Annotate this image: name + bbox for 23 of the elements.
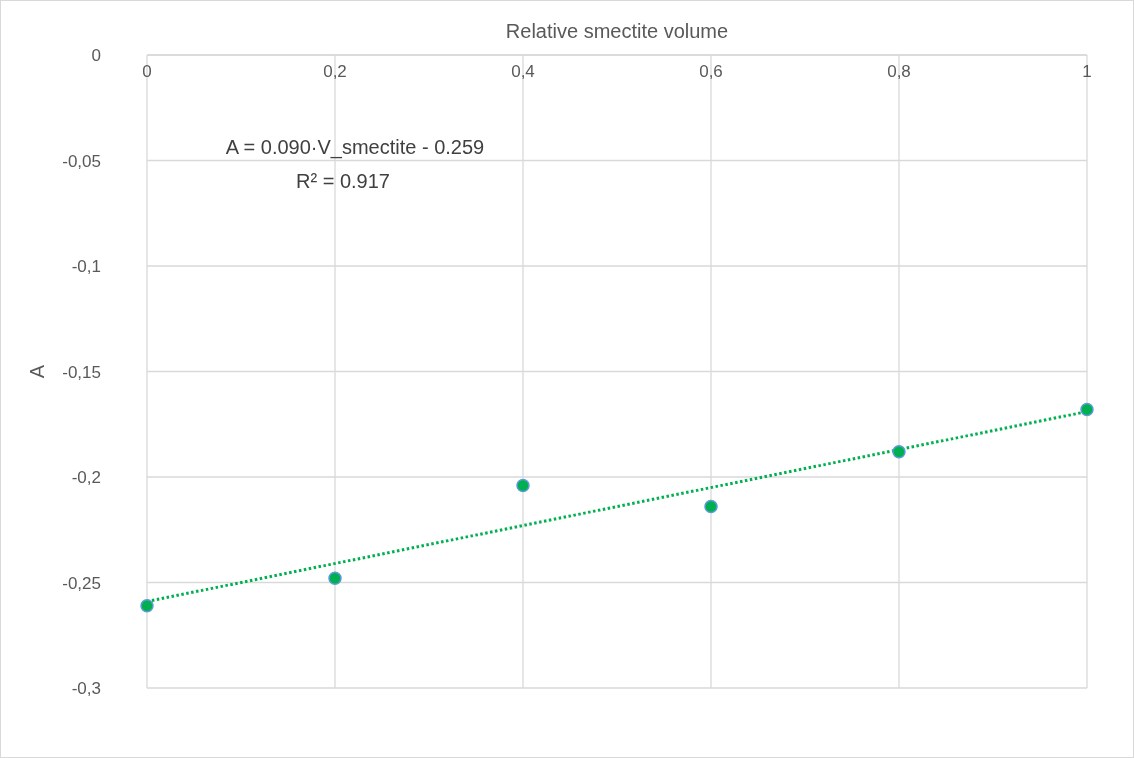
point: [516, 478, 530, 493]
point: [1080, 402, 1094, 417]
x-tick-label: 0,4: [511, 62, 535, 81]
y-axis-title: A: [26, 364, 48, 379]
point: [704, 499, 718, 514]
x-tick-label: 0: [142, 62, 152, 81]
x-tick-label: 1: [1082, 62, 1092, 81]
y-tick-label: -0,25: [62, 573, 101, 593]
y-tick-label: 0: [91, 46, 101, 65]
y-tick-label: -0,3: [71, 679, 101, 698]
x-tick-label: 0,6: [699, 62, 723, 81]
point: [892, 444, 906, 459]
point: [140, 598, 154, 613]
y-tick-label: -0,2: [71, 468, 101, 487]
x-tick-label: 0,8: [887, 62, 911, 81]
y-tick-label: -0,05: [62, 151, 101, 171]
x-axis-title: Relative smectite volume: [505, 20, 729, 42]
x-tick-label: 0,2: [323, 62, 347, 81]
annotation: A = 0.090·V_smectite - 0.259: [225, 136, 485, 159]
y-tick-label: -0,1: [71, 257, 101, 276]
point: [328, 571, 342, 586]
annotation: R² = 0.917: [296, 170, 390, 192]
y-tick-label: -0,15: [62, 362, 101, 382]
